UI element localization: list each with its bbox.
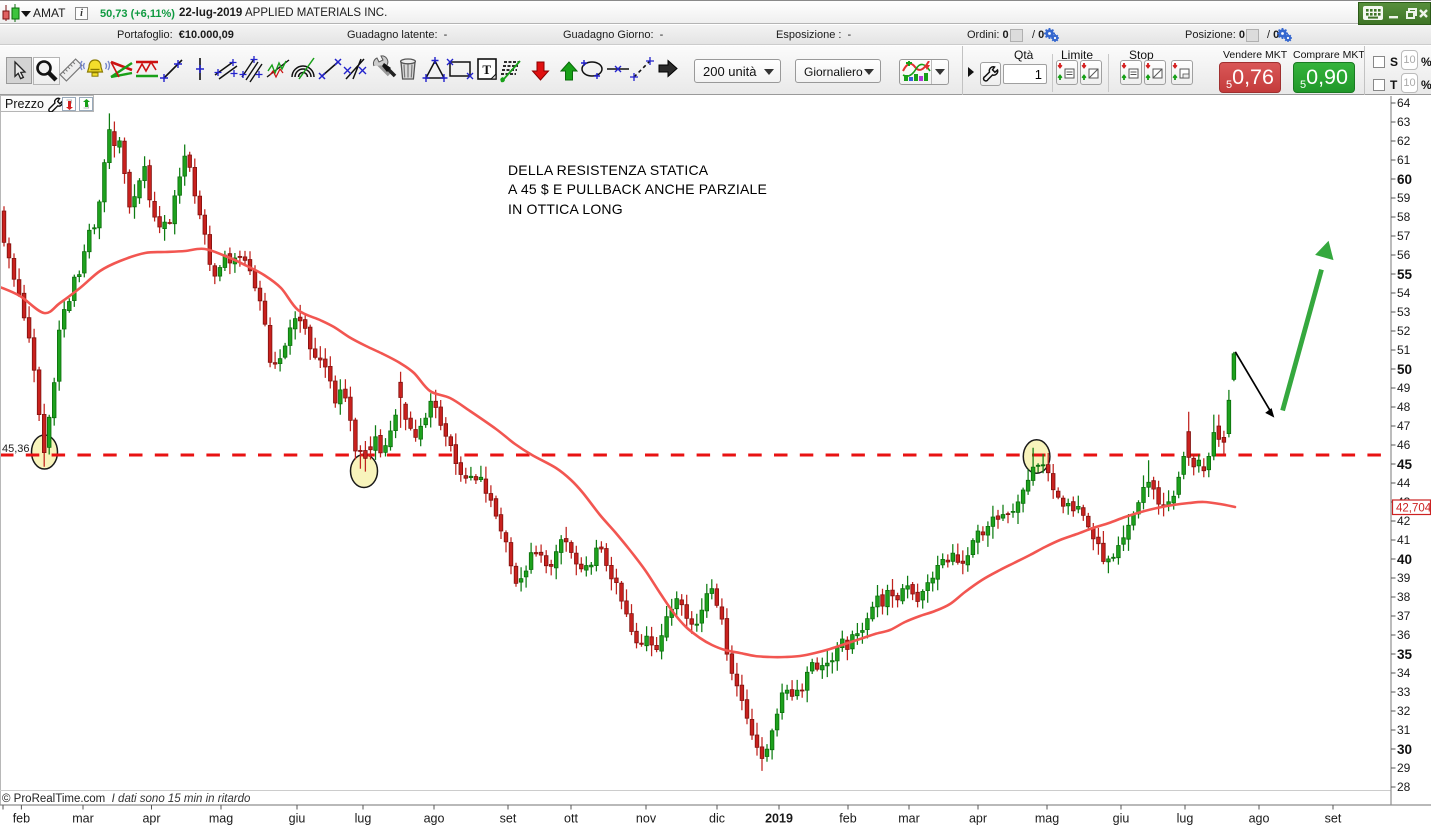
svg-text:37: 37 bbox=[1397, 609, 1411, 623]
svg-text:50: 50 bbox=[1397, 362, 1412, 377]
svg-text:dic: dic bbox=[709, 812, 725, 825]
svg-text:61: 61 bbox=[1397, 153, 1411, 167]
svg-text:apr: apr bbox=[142, 812, 160, 825]
svg-text:39: 39 bbox=[1397, 571, 1411, 585]
svg-text:59: 59 bbox=[1397, 191, 1411, 205]
svg-text:63: 63 bbox=[1397, 115, 1411, 129]
svg-text:apr: apr bbox=[969, 812, 987, 825]
svg-text:mag: mag bbox=[209, 812, 233, 825]
svg-text:feb: feb bbox=[13, 812, 30, 825]
svg-text:29: 29 bbox=[1397, 761, 1411, 775]
svg-text:42: 42 bbox=[1397, 514, 1411, 528]
svg-text:49: 49 bbox=[1397, 381, 1411, 395]
svg-text:42,704: 42,704 bbox=[1396, 503, 1431, 515]
svg-text:mag: mag bbox=[1035, 812, 1059, 825]
svg-text:48: 48 bbox=[1397, 400, 1411, 414]
svg-text:34: 34 bbox=[1397, 666, 1411, 680]
svg-text:44: 44 bbox=[1397, 476, 1411, 490]
svg-text:57: 57 bbox=[1397, 229, 1411, 243]
svg-text:2019: 2019 bbox=[765, 812, 793, 825]
svg-text:32: 32 bbox=[1397, 704, 1411, 718]
svg-text:ago: ago bbox=[424, 812, 445, 825]
svg-text:45: 45 bbox=[1397, 457, 1413, 472]
svg-text:set: set bbox=[1325, 812, 1342, 825]
svg-text:51: 51 bbox=[1397, 343, 1411, 357]
svg-text:53: 53 bbox=[1397, 305, 1411, 319]
svg-text:33: 33 bbox=[1397, 685, 1411, 699]
svg-text:mar: mar bbox=[72, 812, 94, 825]
svg-text:36: 36 bbox=[1397, 628, 1411, 642]
svg-text:giu: giu bbox=[289, 812, 306, 825]
svg-text:64: 64 bbox=[1397, 96, 1411, 110]
svg-text:35: 35 bbox=[1397, 647, 1413, 662]
svg-text:58: 58 bbox=[1397, 210, 1411, 224]
svg-text:set: set bbox=[500, 812, 517, 825]
svg-text:giu: giu bbox=[1113, 812, 1130, 825]
svg-text:46: 46 bbox=[1397, 438, 1411, 452]
svg-text:28: 28 bbox=[1397, 780, 1411, 794]
svg-text:41: 41 bbox=[1397, 533, 1411, 547]
svg-text:52: 52 bbox=[1397, 324, 1411, 338]
svg-text:62: 62 bbox=[1397, 134, 1411, 148]
svg-text:feb: feb bbox=[839, 812, 856, 825]
svg-text:lug: lug bbox=[355, 812, 372, 825]
svg-text:30: 30 bbox=[1397, 742, 1412, 757]
svg-text:38: 38 bbox=[1397, 590, 1411, 604]
svg-text:55: 55 bbox=[1397, 267, 1413, 282]
svg-text:54: 54 bbox=[1397, 286, 1411, 300]
svg-text:60: 60 bbox=[1397, 172, 1412, 187]
svg-text:45,36: 45,36 bbox=[2, 443, 30, 455]
svg-text:lug: lug bbox=[1177, 812, 1194, 825]
svg-text:nov: nov bbox=[636, 812, 657, 825]
svg-text:40: 40 bbox=[1397, 552, 1412, 567]
svg-text:47: 47 bbox=[1397, 419, 1411, 433]
svg-text:ott: ott bbox=[564, 812, 578, 825]
svg-text:56: 56 bbox=[1397, 248, 1411, 262]
svg-text:mar: mar bbox=[898, 812, 920, 825]
svg-text:T: T bbox=[482, 62, 491, 77]
svg-text:ago: ago bbox=[1249, 812, 1270, 825]
svg-text:31: 31 bbox=[1397, 723, 1411, 737]
